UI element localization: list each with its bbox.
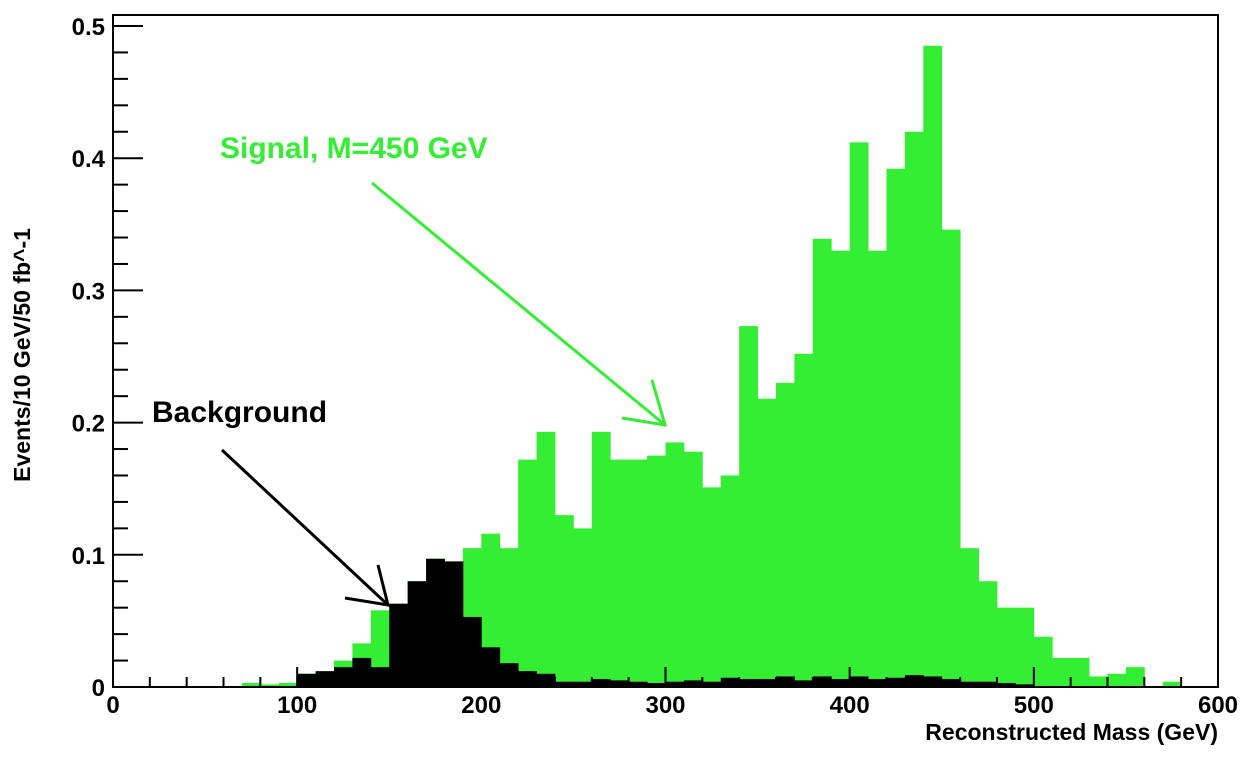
histogram-bar	[536, 431, 556, 687]
x-tick-label: 200	[461, 692, 501, 719]
histogram-bar	[941, 229, 961, 687]
histogram-bar	[573, 528, 593, 687]
histogram-bar	[1107, 673, 1127, 687]
histogram-bar	[499, 548, 519, 687]
histogram-bar	[812, 238, 832, 688]
histogram-bar	[794, 680, 814, 687]
histogram-bar	[665, 681, 685, 687]
histogram-bar	[868, 250, 887, 688]
histogram-bar	[352, 657, 372, 687]
histogram-bar	[241, 683, 261, 687]
histogram-bar	[628, 681, 648, 687]
histogram-bar	[739, 326, 758, 687]
histogram-bar	[886, 677, 906, 687]
y-axis-label: Events/10 GeV/50 fb^-1	[9, 228, 35, 482]
histogram-bar	[904, 131, 924, 687]
histogram-bar	[297, 673, 316, 687]
histogram-bar	[610, 680, 630, 687]
histogram-bar	[647, 455, 666, 687]
histogram-bar	[702, 681, 722, 687]
histogram-bar	[315, 671, 335, 687]
histogram-bar	[683, 451, 703, 687]
histogram-bar	[426, 558, 445, 687]
histogram-bar	[1052, 657, 1072, 687]
y-tick-label: 0.4	[72, 146, 106, 173]
histogram-bar	[923, 676, 943, 687]
x-tick-label: 400	[830, 692, 870, 719]
histogram-bar	[757, 398, 777, 687]
histogram-bar	[702, 487, 722, 687]
background-annotation: Background	[152, 396, 327, 429]
histogram-bar	[849, 142, 869, 687]
histogram-bar	[849, 676, 869, 687]
histogram-bar	[757, 679, 777, 687]
histogram-bar	[518, 671, 537, 687]
histogram-bar	[683, 680, 703, 687]
histogram-bar	[591, 679, 611, 687]
signal-annotation: Signal, M=450 GeV	[220, 132, 488, 165]
histogram-bar	[868, 679, 887, 687]
histogram-bar	[555, 515, 574, 687]
x-tick-label: 300	[645, 692, 685, 719]
x-tick-label: 0	[106, 692, 119, 719]
histogram-bar	[1015, 607, 1035, 687]
background-arrow	[220, 448, 391, 607]
histogram-bar	[739, 679, 758, 687]
histogram-bar	[1125, 667, 1145, 687]
histogram-bar	[1162, 681, 1182, 687]
x-tick-label: 600	[1198, 692, 1238, 719]
histogram-bar	[886, 168, 906, 687]
histogram-bar	[1089, 676, 1108, 687]
histogram-bar	[555, 681, 574, 687]
histogram-bar	[407, 581, 427, 687]
x-tick-label: 100	[277, 692, 317, 719]
y-tick-label: 0.5	[72, 14, 105, 41]
histogram-bar	[536, 673, 556, 687]
y-tick-label: 0	[92, 675, 105, 702]
histogram-bar	[278, 683, 298, 687]
histogram-bar	[1070, 657, 1090, 687]
signal-arrow	[371, 181, 668, 427]
histogram-bar	[812, 676, 832, 687]
histogram-bar	[776, 676, 795, 687]
histogram-bar	[978, 681, 998, 687]
histogram-bar	[923, 45, 943, 687]
histogram-bar	[665, 442, 685, 687]
histogram-bar	[831, 679, 851, 687]
histogram-bar	[720, 475, 740, 687]
histogram-bar	[997, 607, 1016, 687]
histogram-bar	[1033, 636, 1053, 687]
histogram-bar	[960, 548, 979, 687]
histogram-bar	[647, 683, 666, 687]
histogram-bar	[334, 667, 353, 687]
histogram-bar	[997, 683, 1016, 687]
histogram-bar	[573, 681, 593, 687]
histogram-bar	[518, 459, 537, 687]
y-tick-label: 0.1	[72, 543, 105, 570]
histogram-bar	[960, 681, 979, 687]
histogram-bar	[462, 616, 482, 687]
histogram-bar	[389, 603, 409, 687]
y-tick-label: 0.3	[72, 278, 105, 305]
histogram-bar	[776, 382, 795, 687]
histogram-bar	[370, 667, 390, 687]
y-tick-label: 0.2	[72, 411, 105, 438]
histogram-bar	[720, 677, 740, 687]
histogram-bar	[941, 679, 961, 687]
histogram-bar	[260, 684, 280, 687]
x-axis-label: Reconstructed Mass (GeV)	[925, 719, 1218, 745]
histogram-bar	[499, 663, 519, 687]
histogram-bar	[904, 675, 924, 687]
histogram-bar	[628, 459, 648, 687]
histogram-bar	[1015, 684, 1035, 687]
histogram-bar	[978, 581, 998, 687]
histogram-bar	[591, 431, 611, 687]
x-tick-label: 500	[1014, 692, 1054, 719]
histogram-bar	[610, 459, 630, 687]
histogram-bar	[831, 250, 851, 688]
histogram-bar	[481, 647, 501, 687]
histogram-bar	[794, 353, 814, 687]
histogram-bar	[444, 561, 464, 687]
